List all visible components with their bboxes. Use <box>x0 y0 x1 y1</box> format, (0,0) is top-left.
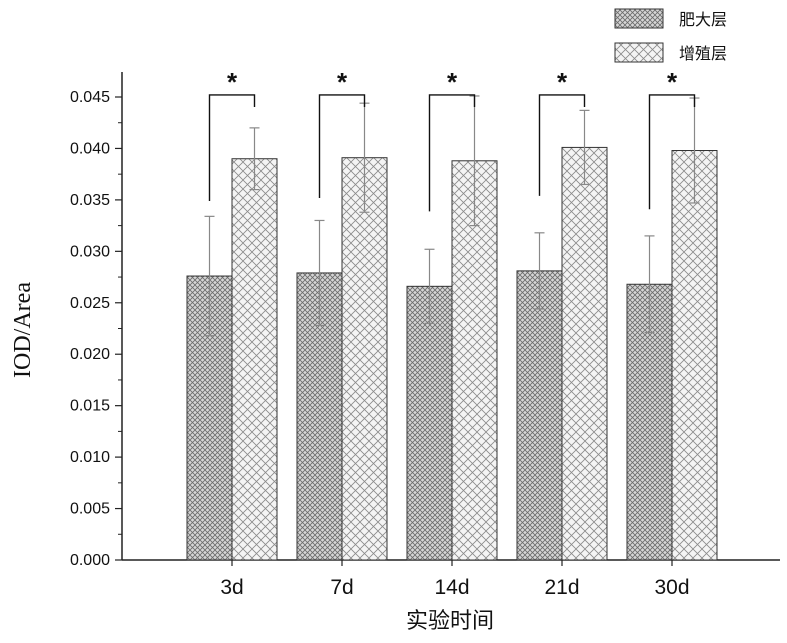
y-axis-title: IOD/Area <box>10 282 36 378</box>
legend-swatch-series-2 <box>614 42 664 63</box>
significance-star: * <box>557 67 568 97</box>
x-tick-label: 14d <box>434 576 469 599</box>
error-bars <box>204 95 700 337</box>
y-tick-label: 0.035 <box>70 192 110 209</box>
y-tick-label: 0.010 <box>70 449 110 466</box>
legend: 肥大层 增殖层 <box>614 8 727 63</box>
significance-star: * <box>667 67 678 97</box>
bar-series-2 <box>231 158 278 561</box>
significance-star: * <box>227 67 238 97</box>
y-tick-label: 0.025 <box>70 295 110 312</box>
bar-series-1 <box>516 270 563 561</box>
significance-bracket <box>318 94 366 198</box>
y-tick-label: 0.045 <box>70 89 110 106</box>
y-tick-label: 0.015 <box>70 398 110 415</box>
legend-label-series-2: 增殖层 <box>679 44 727 63</box>
x-tick-label: 7d <box>330 576 353 599</box>
x-axis-categories: 3d 7d 14d 21d 30d <box>220 560 690 599</box>
significance-star: * <box>447 67 458 97</box>
x-tick-label: 3d <box>220 576 243 599</box>
significance-brackets: * * * * * <box>208 67 696 212</box>
y-tick-label: 0.000 <box>70 552 110 569</box>
significance-bracket <box>428 94 476 212</box>
significance-bracket <box>648 94 696 210</box>
significance-bracket <box>208 94 256 202</box>
bars <box>186 146 718 561</box>
bar-series-2 <box>341 157 388 561</box>
x-axis-title: 实验时间 <box>406 609 494 634</box>
bar-series-2 <box>671 150 718 561</box>
y-tick-label: 0.040 <box>70 140 110 157</box>
y-axis-ticks: 0.000 0.005 0.010 0.015 0.020 0.025 0.030 0.035… <box>70 89 122 569</box>
y-tick-label: 0.030 <box>70 243 110 260</box>
legend-label-series-1: 肥大层 <box>679 10 727 29</box>
legend-swatch-series-1 <box>614 8 664 29</box>
y-tick-label: 0.005 <box>70 501 110 518</box>
bar-series-1 <box>406 285 453 561</box>
y-tick-label: 0.020 <box>70 346 110 363</box>
bar-series-2 <box>561 146 608 561</box>
x-tick-label: 21d <box>544 576 579 599</box>
significance-bracket <box>538 94 586 196</box>
x-tick-label: 30d <box>654 576 689 599</box>
significance-star: * <box>337 67 348 97</box>
